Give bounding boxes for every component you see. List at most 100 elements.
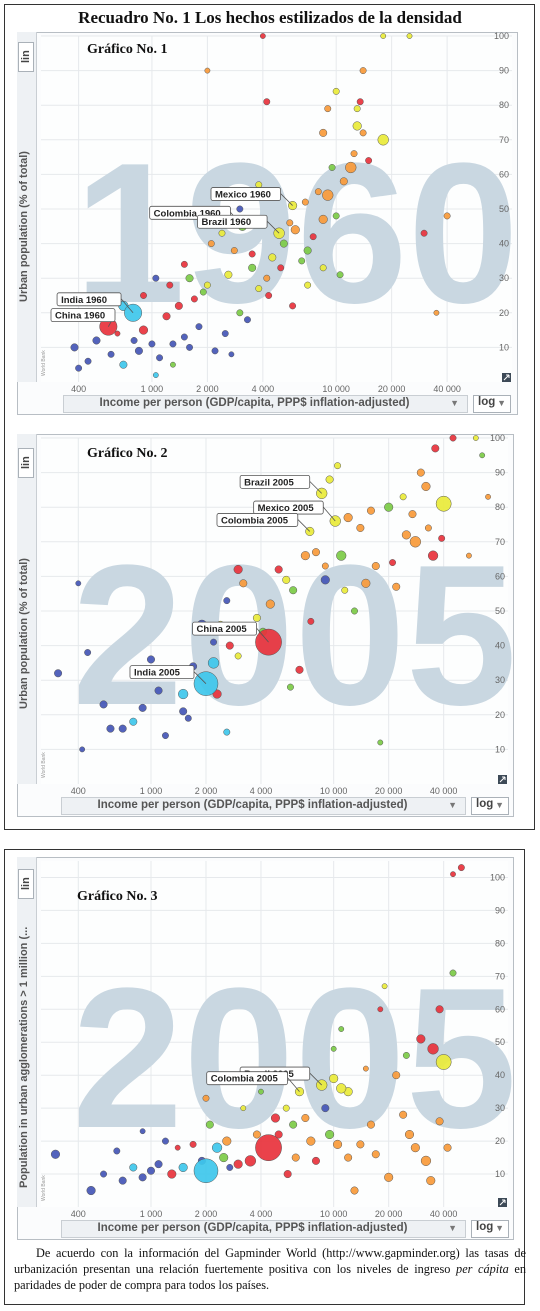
data-bubble[interactable]: [162, 732, 169, 740]
data-bubble[interactable]: [263, 98, 271, 106]
data-bubble[interactable]: [416, 1034, 426, 1044]
data-bubble[interactable]: [255, 285, 263, 293]
data-bubble[interactable]: [180, 333, 188, 341]
data-bubble[interactable]: [233, 1159, 243, 1169]
data-bubble[interactable]: [185, 274, 194, 283]
data-bubble[interactable]: [146, 655, 155, 664]
data-bubble[interactable]: [485, 493, 491, 500]
data-bubble[interactable]: [199, 288, 207, 296]
data-bubble[interactable]: [84, 649, 92, 656]
data-bubble[interactable]: [329, 1073, 339, 1084]
data-bubble[interactable]: [362, 1065, 369, 1072]
data-bubble[interactable]: [389, 559, 396, 567]
data-bubble[interactable]: [350, 1186, 359, 1195]
data-bubble[interactable]: [180, 260, 188, 268]
x-axis-label-3[interactable]: Income per person (GDP/capita, PPP$ infl…: [97, 1222, 408, 1234]
data-bubble[interactable]: [289, 1120, 298, 1129]
data-bubble[interactable]: [225, 641, 234, 650]
data-bubble[interactable]: [274, 1130, 283, 1139]
data-bubble[interactable]: [113, 1147, 121, 1155]
data-bubble[interactable]: [205, 1120, 214, 1129]
data-bubble[interactable]: [479, 452, 486, 459]
data-bubble[interactable]: [226, 1164, 234, 1171]
data-bubble[interactable]: [318, 214, 328, 224]
data-bubble[interactable]: [174, 301, 183, 310]
data-bubble[interactable]: [320, 575, 330, 585]
data-bubble[interactable]: [435, 1117, 444, 1126]
data-bubble[interactable]: [118, 1176, 127, 1185]
data-bubble[interactable]: [92, 336, 101, 345]
data-bubble[interactable]: [332, 1139, 343, 1149]
data-bubble[interactable]: [286, 219, 294, 227]
data-bubble[interactable]: [449, 434, 457, 442]
data-bubble[interactable]: [352, 121, 362, 131]
data-bubble[interactable]: [129, 1163, 138, 1172]
data-bubble[interactable]: [169, 340, 177, 348]
data-bubble[interactable]: [130, 337, 138, 344]
data-bubble[interactable]: [321, 1104, 330, 1113]
data-bubble[interactable]: [244, 316, 251, 324]
data-bubble[interactable]: [371, 562, 380, 571]
data-bubble[interactable]: [211, 1142, 223, 1153]
data-bubble[interactable]: [290, 225, 300, 235]
data-bubble[interactable]: [450, 871, 456, 878]
data-bubble[interactable]: [319, 264, 327, 272]
data-bubble[interactable]: [79, 746, 86, 753]
data-bubble[interactable]: [248, 250, 256, 258]
data-bubble[interactable]: [328, 164, 336, 171]
data-bubble[interactable]: [282, 575, 291, 584]
data-bubble[interactable]: [204, 67, 211, 74]
data-bubble[interactable]: [255, 1134, 282, 1162]
data-bubble[interactable]: [282, 1104, 290, 1112]
data-bubble[interactable]: [166, 281, 174, 289]
data-bubble[interactable]: [75, 580, 82, 587]
data-bubble[interactable]: [426, 1176, 436, 1186]
data-bubble[interactable]: [466, 552, 472, 559]
data-bubble[interactable]: [438, 534, 446, 542]
data-bubble[interactable]: [300, 551, 310, 561]
data-bubble[interactable]: [248, 263, 257, 272]
x-scale-log-button-2[interactable]: log ▼: [471, 797, 509, 815]
data-bubble[interactable]: [162, 312, 171, 321]
data-bubble[interactable]: [255, 181, 263, 189]
data-bubble[interactable]: [421, 481, 431, 491]
data-bubble[interactable]: [408, 510, 417, 519]
data-bubble[interactable]: [427, 550, 439, 561]
data-bubble[interactable]: [433, 309, 440, 316]
data-bubble[interactable]: [325, 475, 334, 484]
data-bubble[interactable]: [124, 303, 143, 322]
data-bubble[interactable]: [309, 233, 317, 241]
data-bubble[interactable]: [224, 270, 233, 279]
data-bubble[interactable]: [107, 350, 115, 358]
data-bubble[interactable]: [236, 309, 244, 317]
data-bubble[interactable]: [324, 105, 332, 113]
data-bubble[interactable]: [99, 700, 108, 709]
data-bubble[interactable]: [366, 1120, 375, 1129]
data-bubble[interactable]: [255, 628, 282, 656]
data-bubble[interactable]: [392, 1071, 401, 1080]
data-bubble[interactable]: [154, 686, 163, 695]
data-bubble[interactable]: [265, 599, 275, 609]
data-bubble[interactable]: [399, 493, 407, 501]
data-bubble[interactable]: [409, 536, 422, 548]
data-bubble[interactable]: [303, 246, 312, 255]
data-bubble[interactable]: [336, 550, 347, 561]
data-bubble[interactable]: [401, 530, 411, 540]
data-bubble[interactable]: [399, 1110, 408, 1119]
data-bubble[interactable]: [54, 669, 63, 678]
data-bubble[interactable]: [359, 129, 367, 137]
data-bubble[interactable]: [304, 281, 312, 289]
data-bubble[interactable]: [211, 347, 219, 355]
data-bubble[interactable]: [443, 212, 451, 220]
data-bubble[interactable]: [298, 257, 306, 265]
data-bubble[interactable]: [270, 1113, 280, 1123]
data-bubble[interactable]: [404, 1129, 415, 1140]
data-bubble[interactable]: [207, 240, 215, 248]
data-bubble[interactable]: [240, 1105, 247, 1112]
data-bubble[interactable]: [330, 1045, 337, 1052]
data-bubble[interactable]: [167, 1169, 177, 1179]
data-bubble[interactable]: [263, 274, 271, 282]
x-scale-log-button-1[interactable]: log ▼: [473, 395, 511, 413]
data-bubble[interactable]: [129, 717, 138, 726]
data-bubble[interactable]: [435, 1005, 444, 1014]
